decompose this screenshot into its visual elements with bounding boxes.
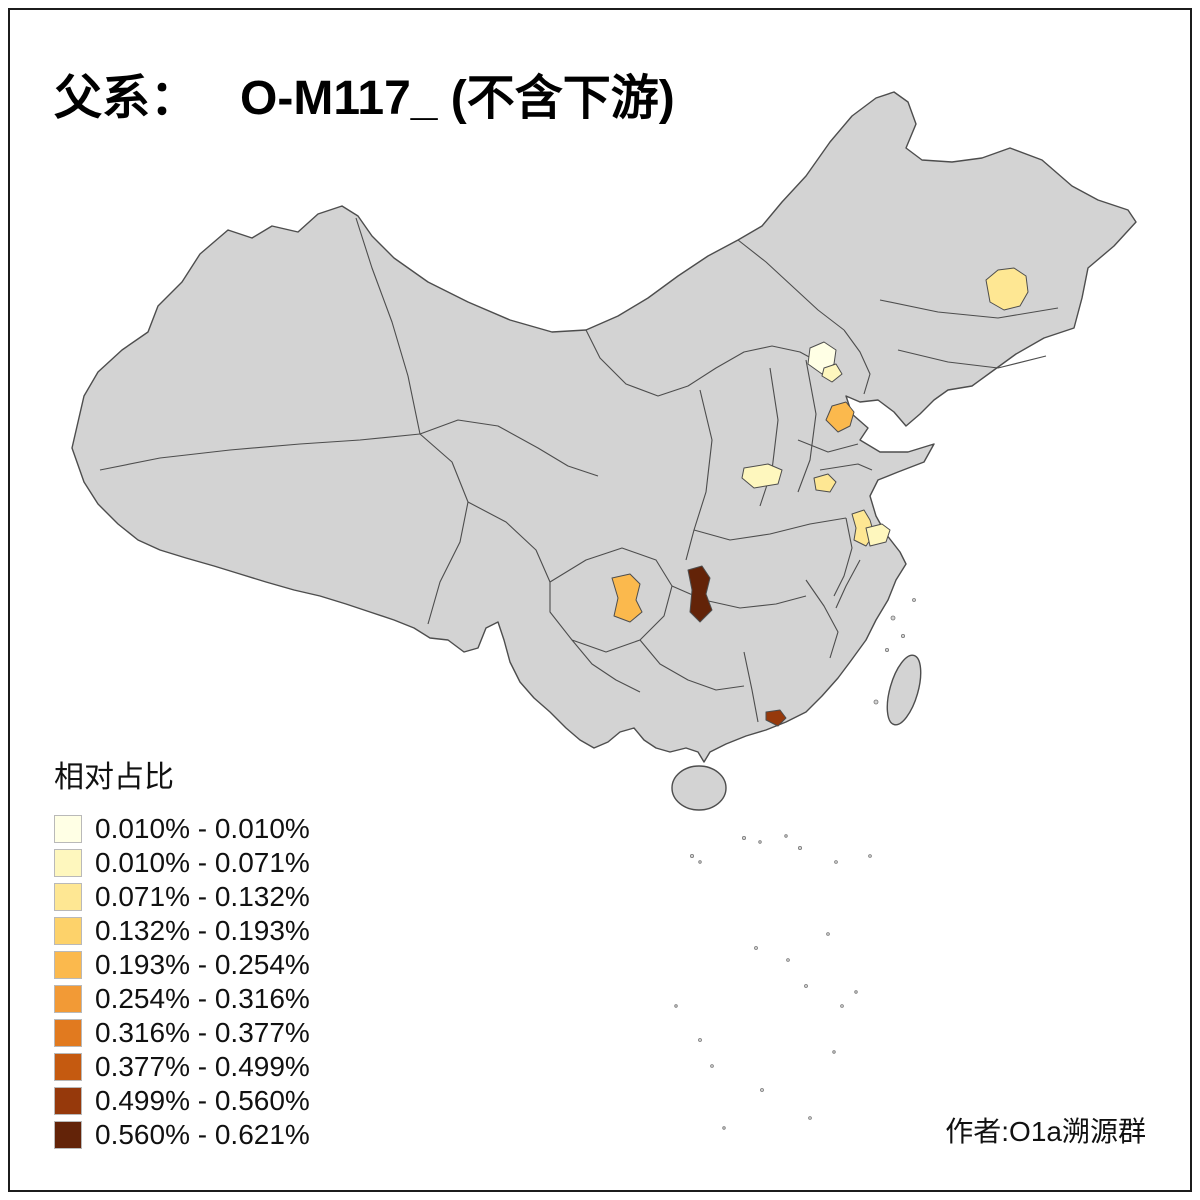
legend-label: 0.010% - 0.071% — [95, 847, 310, 878]
title-haplogroup: O-M117_ (不含下游) — [240, 72, 675, 125]
taiwan-island — [886, 654, 922, 726]
china-mainland — [71, 91, 1137, 763]
legend-row: 0.010% - 0.010% — [54, 812, 310, 846]
region-jiangsu-east-highlight — [865, 523, 891, 547]
legend-label: 0.499% - 0.560% — [95, 1085, 310, 1116]
region-chongqing-highlight — [611, 573, 643, 623]
legend-swatch — [54, 1087, 82, 1115]
legend-swatch — [54, 1121, 82, 1149]
author-credit: 作者:O1a溯源群 — [945, 1116, 1146, 1147]
legend: 相对占比 0.010% - 0.010% 0.010% - 0.071% 0.0… — [54, 752, 310, 1152]
region-guangdong-highlight — [765, 709, 787, 727]
title-prefix: 父系： — [54, 72, 199, 125]
legend-label: 0.010% - 0.010% — [95, 813, 310, 844]
south-china-sea-islands — [674, 598, 916, 1130]
legend-title: 相对占比 — [54, 761, 174, 794]
legend-row: 0.316% - 0.377% — [54, 1016, 310, 1050]
legend-swatch — [54, 1053, 82, 1081]
legend-row: 0.010% - 0.071% — [54, 846, 310, 880]
legend-swatch — [54, 951, 82, 979]
legend-row: 0.193% - 0.254% — [54, 948, 310, 982]
legend-label: 0.193% - 0.254% — [95, 949, 310, 980]
legend-label: 0.132% - 0.193% — [95, 915, 310, 946]
legend-row: 0.132% - 0.193% — [54, 914, 310, 948]
legend-swatch — [54, 883, 82, 911]
legend-label: 0.560% - 0.621% — [95, 1119, 310, 1150]
legend-label: 0.071% - 0.132% — [95, 881, 310, 912]
region-hubei-west-highlight — [687, 565, 713, 623]
legend-row: 0.071% - 0.132% — [54, 880, 310, 914]
legend-label: 0.377% - 0.499% — [95, 1051, 310, 1082]
region-beijing-south-highlight — [821, 363, 843, 383]
legend-label: 0.254% - 0.316% — [95, 983, 310, 1014]
legend-swatch — [54, 985, 82, 1013]
region-henan-west-highlight — [741, 463, 783, 489]
region-shandong-highlight — [825, 401, 855, 433]
legend-row: 0.377% - 0.499% — [54, 1050, 310, 1084]
legend-swatch — [54, 815, 82, 843]
region-henan-east-highlight — [813, 473, 837, 493]
legend-swatch — [54, 849, 82, 877]
legend-swatch — [54, 1019, 82, 1047]
legend-row: 0.499% - 0.560% — [54, 1084, 310, 1118]
hainan-island — [671, 765, 727, 811]
region-heilongjiang-highlight — [985, 267, 1029, 311]
legend-row: 0.254% - 0.316% — [54, 982, 310, 1016]
legend-swatch — [54, 917, 82, 945]
legend-row: 0.560% - 0.621% — [54, 1118, 310, 1152]
highlighted-regions — [611, 267, 1029, 727]
legend-label: 0.316% - 0.377% — [95, 1017, 310, 1048]
province-boundaries — [99, 217, 1059, 723]
map-title: 父系： O-M117_ (不含下游) — [54, 58, 675, 128]
